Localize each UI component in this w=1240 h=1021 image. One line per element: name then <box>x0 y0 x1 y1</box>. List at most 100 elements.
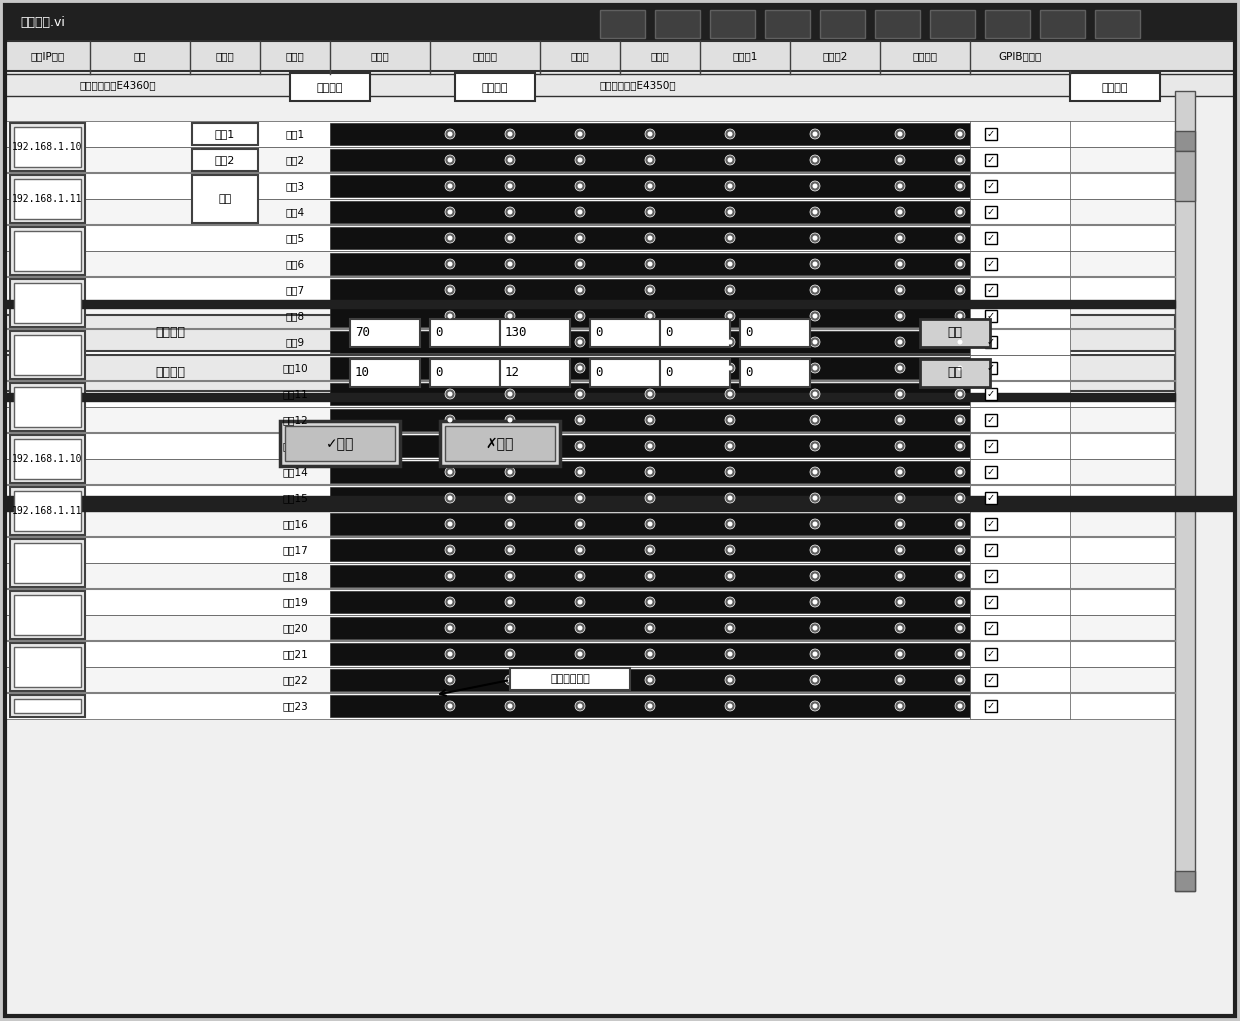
Circle shape <box>448 366 453 371</box>
Circle shape <box>448 340 453 344</box>
Bar <box>985 570 997 582</box>
Circle shape <box>575 649 585 659</box>
Bar <box>985 518 997 530</box>
Text: ✓: ✓ <box>987 493 994 503</box>
Circle shape <box>445 597 455 607</box>
Circle shape <box>647 261 652 266</box>
Bar <box>330 435 970 457</box>
Bar <box>330 565 970 587</box>
Text: 模块名称: 模块名称 <box>316 83 343 93</box>
Bar <box>970 563 1070 589</box>
Text: 自定义1: 自定义1 <box>733 51 758 61</box>
Bar <box>5 496 1235 510</box>
Circle shape <box>728 313 733 319</box>
Circle shape <box>647 443 652 448</box>
Bar <box>970 173 1070 199</box>
Circle shape <box>575 493 585 503</box>
Text: 模块2: 模块2 <box>285 155 305 165</box>
Bar <box>330 305 970 327</box>
Circle shape <box>955 493 965 503</box>
Circle shape <box>448 157 453 162</box>
Bar <box>985 336 997 348</box>
Circle shape <box>578 288 583 292</box>
Circle shape <box>898 703 903 709</box>
Circle shape <box>957 340 962 344</box>
Circle shape <box>645 597 655 607</box>
Bar <box>985 206 997 218</box>
Circle shape <box>645 311 655 321</box>
Text: 模块15: 模块15 <box>283 493 308 503</box>
Bar <box>970 355 1070 381</box>
Circle shape <box>725 311 735 321</box>
Bar <box>5 355 1176 391</box>
Bar <box>970 485 1070 510</box>
Circle shape <box>647 391 652 396</box>
Circle shape <box>812 288 817 292</box>
Text: 模块18: 模块18 <box>283 571 308 581</box>
Text: ✓: ✓ <box>987 389 994 399</box>
Text: 模块5: 模块5 <box>285 233 305 243</box>
Circle shape <box>898 236 903 241</box>
Bar <box>10 435 86 483</box>
Bar <box>10 487 86 535</box>
Circle shape <box>505 467 515 477</box>
Circle shape <box>810 207 820 217</box>
Bar <box>10 123 86 171</box>
Circle shape <box>578 443 583 448</box>
Circle shape <box>507 522 512 527</box>
Circle shape <box>810 259 820 269</box>
Circle shape <box>955 233 965 243</box>
Circle shape <box>725 649 735 659</box>
Bar <box>330 591 970 613</box>
Circle shape <box>725 285 735 295</box>
Circle shape <box>812 678 817 682</box>
Text: 新模块配置（E4360）: 新模块配置（E4360） <box>81 80 156 90</box>
Bar <box>5 199 1176 225</box>
Bar <box>1040 10 1085 38</box>
Bar <box>970 510 1070 537</box>
Circle shape <box>955 571 965 581</box>
Circle shape <box>812 547 817 552</box>
Bar <box>970 641 1070 667</box>
Bar <box>455 72 534 101</box>
Bar <box>985 492 997 504</box>
Circle shape <box>725 467 735 477</box>
Bar <box>740 319 810 347</box>
Bar <box>985 310 997 322</box>
Text: 模块17: 模块17 <box>283 545 308 555</box>
Circle shape <box>505 441 515 451</box>
Circle shape <box>810 363 820 373</box>
Text: 模块12: 模块12 <box>283 415 308 425</box>
Bar <box>985 700 997 712</box>
Bar <box>14 491 81 531</box>
Circle shape <box>575 441 585 451</box>
Circle shape <box>955 155 965 165</box>
Text: 0: 0 <box>435 367 443 380</box>
Circle shape <box>728 651 733 657</box>
Circle shape <box>445 467 455 477</box>
Circle shape <box>645 675 655 685</box>
Circle shape <box>647 209 652 214</box>
Bar <box>970 329 1070 355</box>
Bar <box>330 331 970 353</box>
Circle shape <box>448 236 453 241</box>
Bar <box>970 407 1070 433</box>
Text: GPIB端口号: GPIB端口号 <box>998 51 1042 61</box>
Circle shape <box>725 571 735 581</box>
Circle shape <box>812 418 817 423</box>
Bar <box>985 596 997 607</box>
Circle shape <box>957 574 962 579</box>
Circle shape <box>445 337 455 347</box>
Circle shape <box>645 155 655 165</box>
Bar <box>5 381 1176 407</box>
Text: 供电阵: 供电阵 <box>371 51 389 61</box>
Text: 老模块配置（E4350）: 老模块配置（E4350） <box>600 80 677 90</box>
Bar <box>5 667 1176 693</box>
Circle shape <box>812 184 817 189</box>
Bar <box>985 10 1030 38</box>
Circle shape <box>575 519 585 529</box>
Circle shape <box>810 675 820 685</box>
Circle shape <box>645 649 655 659</box>
Circle shape <box>507 574 512 579</box>
Circle shape <box>647 522 652 527</box>
